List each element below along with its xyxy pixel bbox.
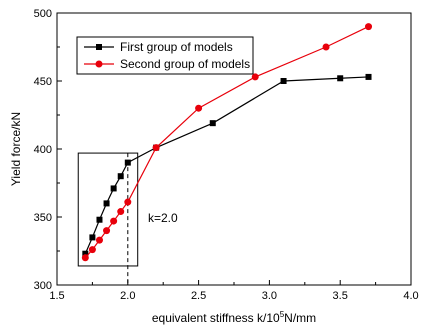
legend-label-second: Second group of models: [120, 57, 250, 71]
series-1-point: [117, 208, 125, 216]
y-tick-label-2: 400: [34, 144, 52, 156]
legend-box: [76, 36, 254, 75]
series-1-point: [110, 217, 118, 225]
series-1-point: [152, 144, 160, 152]
series-0-point: [124, 159, 131, 166]
x-axis-title: equivalent stiffness k/105N/mm: [152, 310, 316, 325]
y-axis-title: Yield force/kN: [9, 112, 23, 186]
x-axis-title-suffix: N/mm: [284, 311, 316, 325]
x-axis-title-main: equivalent stiffness k/10: [152, 311, 280, 325]
legend-marker-first: [96, 44, 102, 50]
annotations: [77, 152, 139, 285]
legend: First group of models Second group of mo…: [76, 36, 254, 75]
series-0-point: [82, 250, 89, 257]
series-0-point: [337, 75, 344, 82]
series-0-point: [117, 173, 124, 180]
x-tick-label-2: 2.5: [191, 290, 206, 302]
series-1-point: [251, 73, 259, 81]
y-tick-label-4: 500: [34, 8, 52, 20]
y-tick-label-0: 300: [34, 280, 52, 292]
k-annotation-label: k=2.0: [148, 211, 178, 225]
series-0-point: [103, 200, 110, 207]
series-1-point: [95, 236, 103, 244]
x-tick-label-0: 1.5: [49, 290, 64, 302]
x-tick-label-3: 3.0: [262, 290, 277, 302]
series-0-point: [110, 185, 117, 192]
axis-ticks: [56, 12, 412, 286]
legend-label-first: First group of models: [120, 40, 233, 54]
x-tick-label-1: 2.0: [120, 290, 135, 302]
series-1-point: [103, 227, 111, 235]
series-0-point: [96, 216, 103, 223]
series-0-point: [365, 73, 372, 80]
series-0-point: [209, 120, 216, 127]
x-tick-label-4: 3.5: [333, 290, 348, 302]
y-tick-labels: 300 350 400 450 500: [34, 8, 52, 292]
series-group: [81, 23, 373, 262]
series-1-point: [365, 23, 373, 31]
series-1-point: [88, 246, 96, 254]
x-tick-labels: 1.5 2.0 2.5 3.0 3.5 4.0: [49, 290, 418, 302]
series-1-point: [81, 254, 89, 262]
x-axis-title-sup: 5: [280, 310, 285, 319]
legend-marker-second: [95, 60, 103, 68]
series-1-point: [124, 198, 132, 206]
series-1-point: [322, 43, 330, 51]
x-tick-label-5: 4.0: [403, 290, 418, 302]
highlight-box: [77, 152, 139, 267]
y-tick-label-3: 450: [34, 76, 52, 88]
series-1-point: [195, 104, 203, 112]
y-tick-label-1: 350: [34, 212, 52, 224]
series-0-point: [89, 234, 96, 241]
series-0-point: [280, 78, 287, 84]
